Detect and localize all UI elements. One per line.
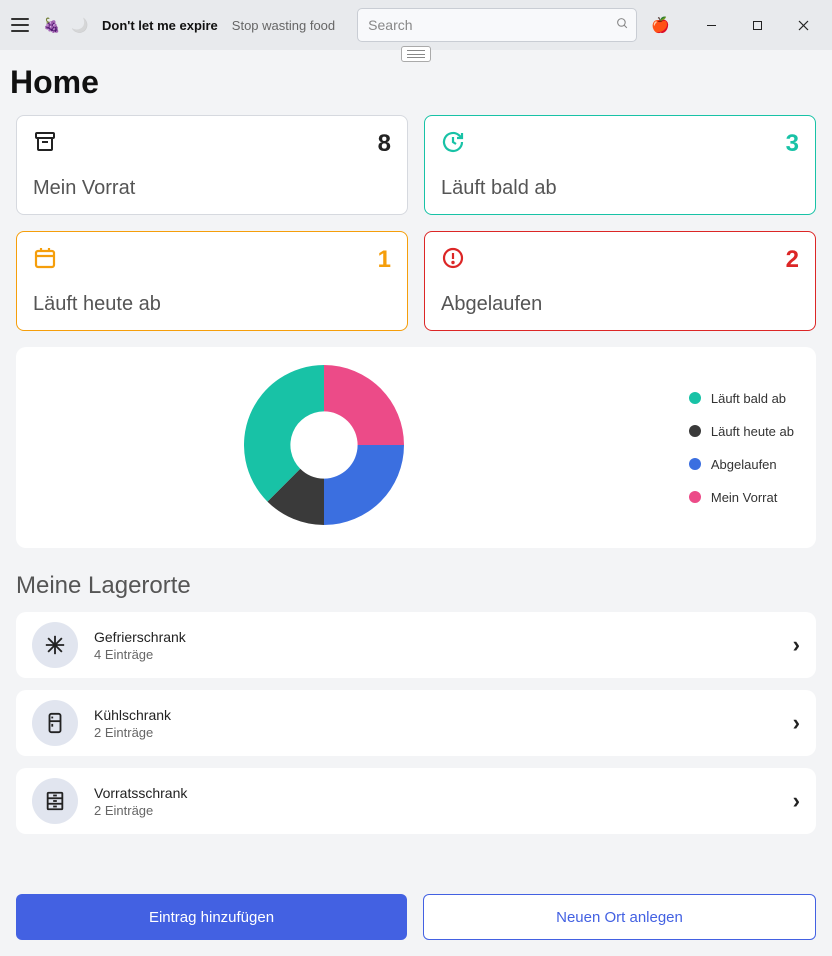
location-name: Gefrierschrank: [94, 629, 186, 645]
keyboard-hint-icon: [401, 46, 431, 62]
content: 8 Mein Vorrat 3 Läuft bald ab 1 Läuft he…: [0, 111, 832, 878]
summary-cards: 8 Mein Vorrat 3 Läuft bald ab 1 Läuft he…: [16, 115, 816, 331]
add-entry-button[interactable]: Eintrag hinzufügen: [16, 894, 407, 940]
legend-label: Abgelaufen: [711, 457, 777, 472]
donut-slice: [324, 365, 404, 445]
location-name: Kühlschrank: [94, 707, 171, 723]
card-stock-value: 8: [378, 130, 391, 158]
chevron-right-icon: ›: [793, 710, 800, 736]
titlebar: 🍇 🌙 Don't let me expire Stop wasting foo…: [0, 0, 832, 50]
legend-dot: [689, 392, 701, 404]
legend-label: Läuft bald ab: [711, 391, 786, 406]
card-soon-value: 3: [786, 130, 799, 158]
legend-item: Abgelaufen: [689, 457, 794, 472]
legend-item: Läuft bald ab: [689, 391, 794, 406]
legend-item: Läuft heute ab: [689, 424, 794, 439]
app-subtitle: Stop wasting food: [232, 18, 335, 33]
location-item[interactable]: Gefrierschrank 4 Einträge ›: [16, 612, 816, 678]
location-text: Vorratsschrank 2 Einträge: [94, 785, 187, 818]
search-wrap: [357, 8, 637, 42]
minimize-button[interactable]: [688, 9, 734, 41]
archive-icon: [33, 130, 57, 154]
fridge-icon: [32, 700, 78, 746]
card-soon[interactable]: 3 Läuft bald ab: [424, 115, 816, 215]
chevron-right-icon: ›: [793, 632, 800, 658]
grape-icon: 🍇: [42, 15, 62, 35]
new-location-button[interactable]: Neuen Ort anlegen: [423, 894, 816, 940]
location-text: Kühlschrank 2 Einträge: [94, 707, 171, 740]
search-icon: [616, 17, 629, 33]
card-expired-label: Abgelaufen: [441, 293, 799, 316]
calendar-icon: [33, 246, 57, 270]
close-button[interactable]: [780, 9, 826, 41]
card-today-label: Läuft heute ab: [33, 293, 391, 316]
apple-icon: 🍎: [651, 16, 670, 34]
card-stock-label: Mein Vorrat: [33, 177, 391, 200]
card-today[interactable]: 1 Läuft heute ab: [16, 231, 408, 331]
alert-icon: [441, 246, 465, 270]
location-entries: 2 Einträge: [94, 725, 171, 740]
location-entries: 4 Einträge: [94, 647, 186, 662]
legend-label: Mein Vorrat: [711, 490, 777, 505]
pantry-icon: [32, 778, 78, 824]
donut-slice: [324, 445, 404, 525]
donut-chart: [244, 365, 404, 530]
snowflake-icon: [32, 622, 78, 668]
legend-label: Läuft heute ab: [711, 424, 794, 439]
card-expired-value: 2: [786, 246, 799, 274]
app-title: Don't let me expire: [102, 18, 218, 33]
location-item[interactable]: Kühlschrank 2 Einträge ›: [16, 690, 816, 756]
card-stock[interactable]: 8 Mein Vorrat: [16, 115, 408, 215]
bottom-actions: Eintrag hinzufügen Neuen Ort anlegen: [0, 878, 832, 956]
locations-title: Meine Lagerorte: [16, 572, 816, 600]
card-today-value: 1: [378, 246, 391, 274]
location-item[interactable]: Vorratsschrank 2 Einträge ›: [16, 768, 816, 834]
legend-item: Mein Vorrat: [689, 490, 794, 505]
legend-dot: [689, 425, 701, 437]
moon-icon: 🌙: [70, 15, 90, 35]
location-text: Gefrierschrank 4 Einträge: [94, 629, 186, 662]
location-name: Vorratsschrank: [94, 785, 187, 801]
menu-button[interactable]: [6, 11, 34, 39]
location-entries: 2 Einträge: [94, 803, 187, 818]
chart-legend: Läuft bald ab Läuft heute ab Abgelaufen Mei…: [689, 391, 798, 505]
legend-dot: [689, 458, 701, 470]
maximize-button[interactable]: [734, 9, 780, 41]
card-expired[interactable]: 2 Abgelaufen: [424, 231, 816, 331]
window-controls: [688, 9, 826, 41]
search-input[interactable]: [357, 8, 637, 42]
chart-panel: Läuft bald ab Läuft heute ab Abgelaufen Mei…: [16, 347, 816, 548]
legend-dot: [689, 491, 701, 503]
locations-list: Gefrierschrank 4 Einträge › Kühlschrank 2 Ei…: [16, 612, 816, 834]
clock-refresh-icon: [441, 130, 465, 154]
chevron-right-icon: ›: [793, 788, 800, 814]
card-soon-label: Läuft bald ab: [441, 177, 799, 200]
